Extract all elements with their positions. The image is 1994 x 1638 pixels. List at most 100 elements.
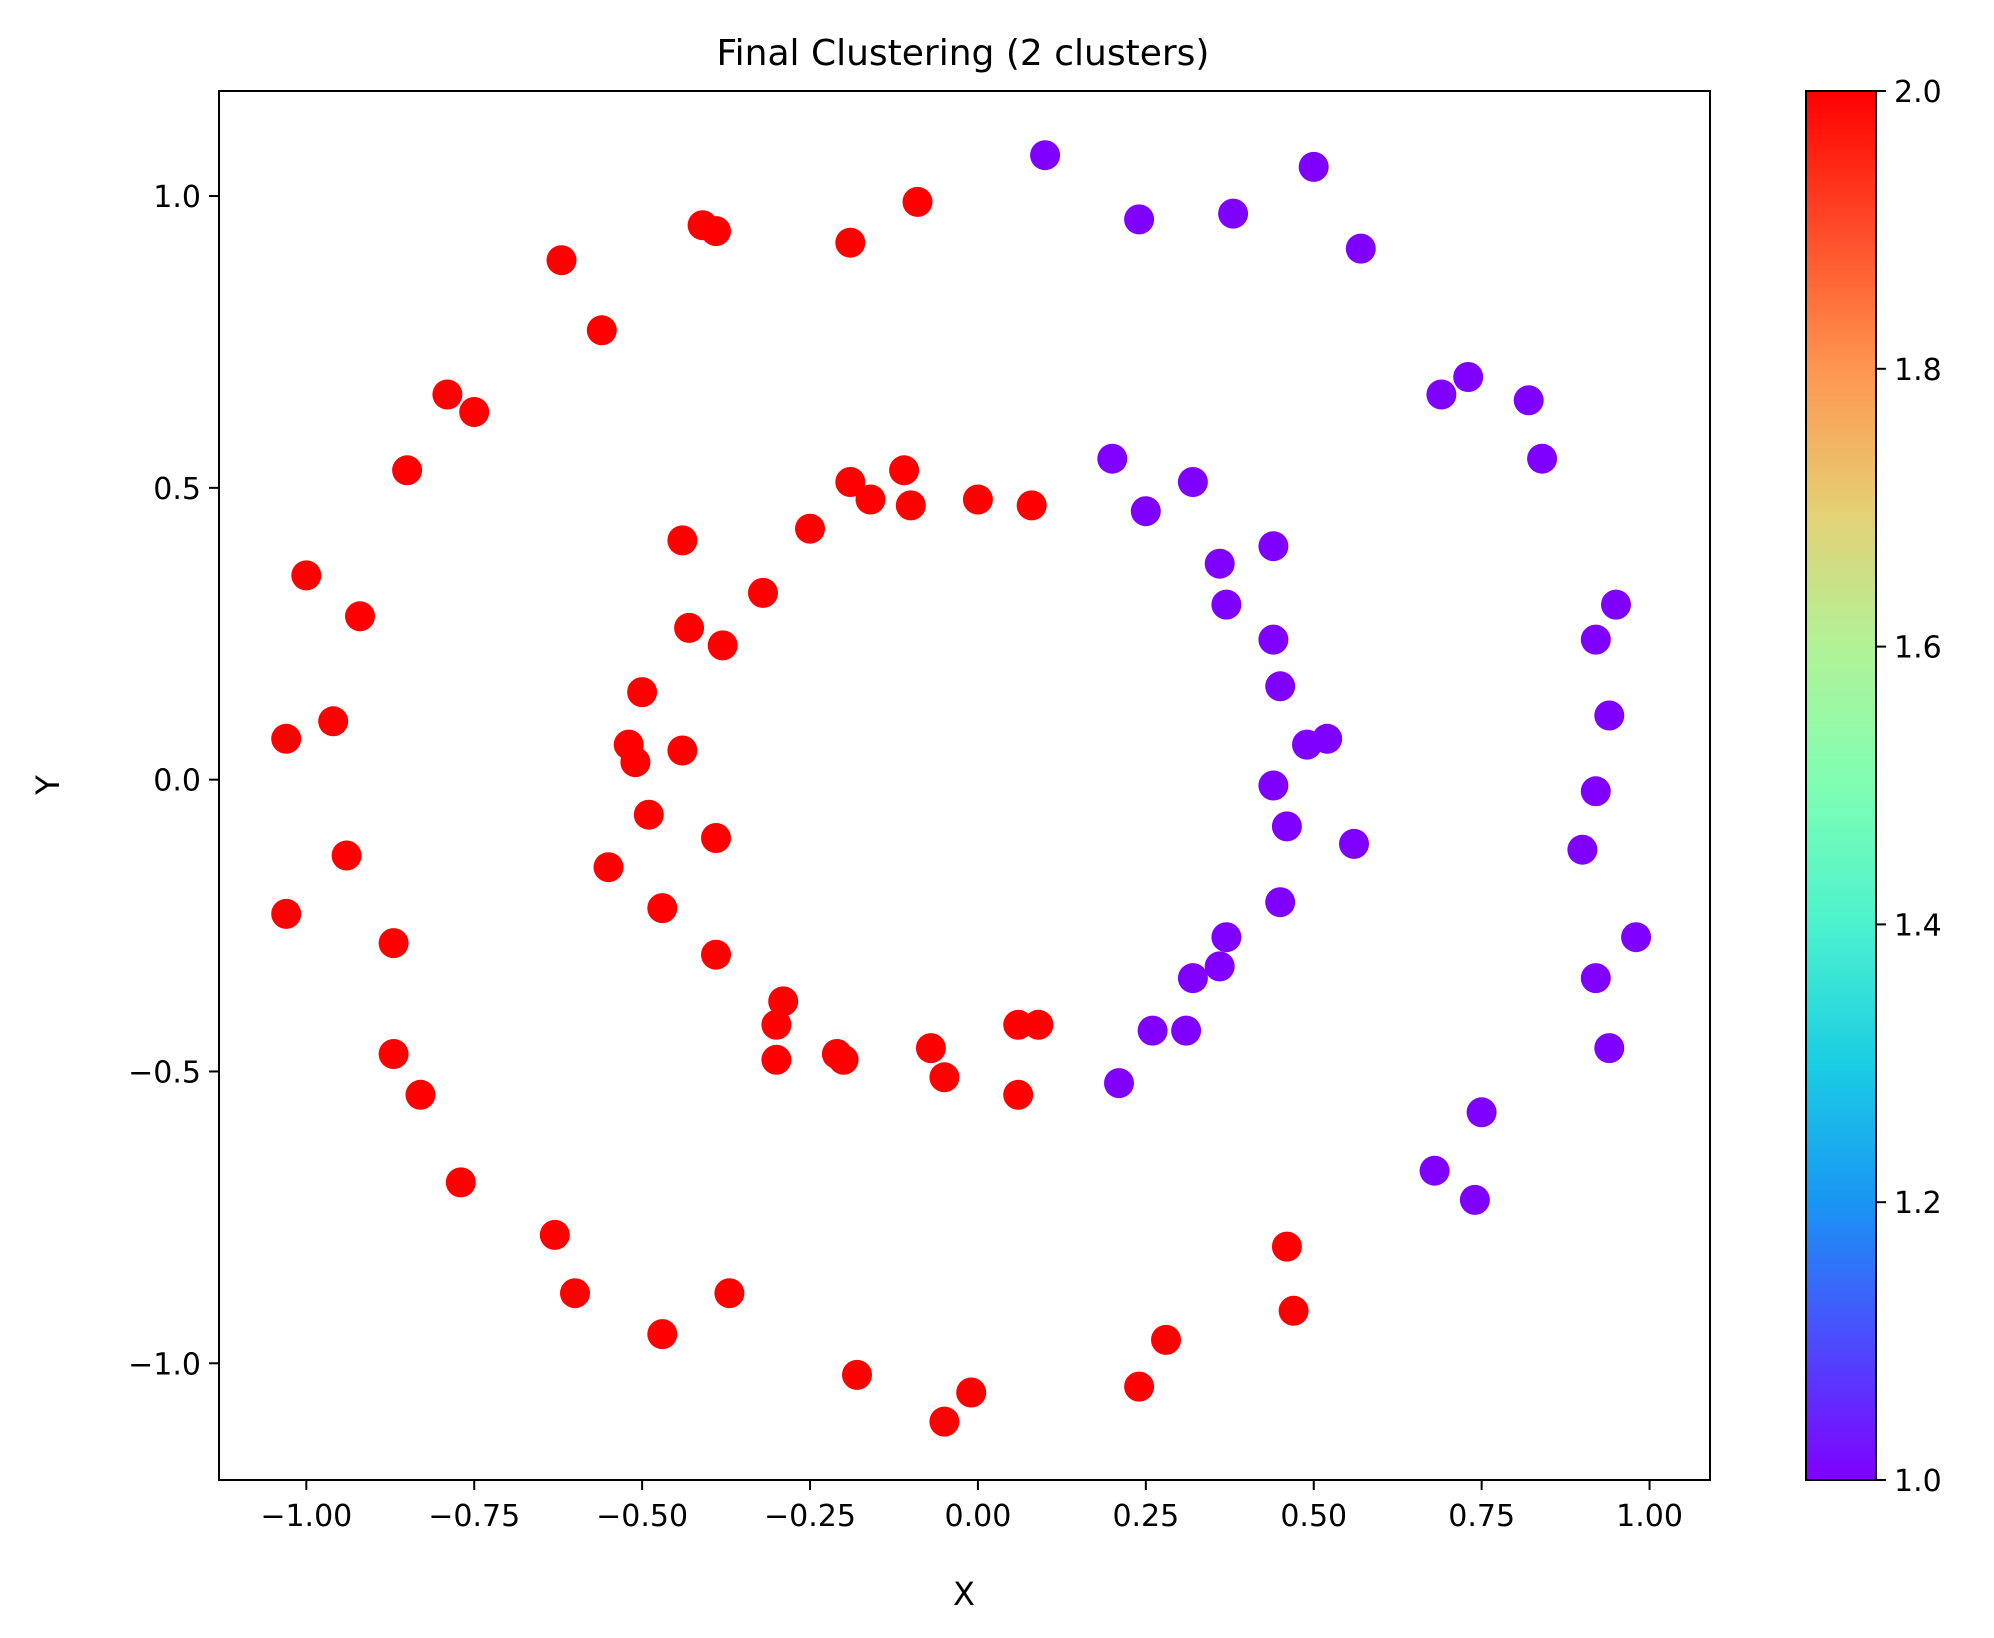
- data-point-cluster-1: [1271, 811, 1302, 842]
- data-point-cluster-2: [1016, 490, 1047, 521]
- x-tick-label: −0.50: [596, 1499, 688, 1534]
- x-axis: −1.00 −0.75 −0.50 −0.25 0.00 0.25 0.50 0.75 1.00: [260, 1480, 1683, 1534]
- data-point-cluster-2: [1124, 1371, 1155, 1402]
- data-point-cluster-2: [667, 735, 698, 766]
- colorbar-tick-label: 1.2: [1894, 1186, 1942, 1221]
- y-tick-label: 0.5: [153, 472, 201, 507]
- plot-frame: [218, 90, 1711, 1481]
- data-point-cluster-2: [902, 186, 933, 217]
- data-point-cluster-2: [828, 1044, 859, 1075]
- data-point-cluster-2: [895, 490, 926, 521]
- data-point-cluster-1: [1580, 963, 1611, 994]
- data-point-cluster-2: [761, 1044, 792, 1075]
- data-point-cluster-2: [392, 455, 423, 486]
- data-point-cluster-1: [1567, 834, 1598, 865]
- data-point-cluster-1: [1171, 1015, 1202, 1046]
- colorbar-tick-label: 1.8: [1894, 353, 1942, 388]
- data-point-cluster-2: [432, 379, 463, 410]
- data-point-cluster-2: [378, 1039, 409, 1069]
- data-point-cluster-2: [748, 577, 778, 608]
- data-point-cluster-1: [1459, 1184, 1490, 1215]
- data-point-cluster-1: [1601, 589, 1631, 620]
- x-tick-label: 0.75: [1448, 1499, 1515, 1534]
- data-point-cluster-1: [1345, 233, 1376, 264]
- data-point-cluster-2: [687, 210, 718, 241]
- colorbar-tick-label: 1.4: [1894, 908, 1942, 943]
- colorbar-tick-label: 1.0: [1894, 1464, 1942, 1499]
- data-point-cluster-1: [1580, 624, 1611, 655]
- data-point-cluster-1: [1137, 1015, 1168, 1046]
- data-point-cluster-2: [459, 397, 490, 427]
- y-tick-label: 0.0: [153, 764, 201, 799]
- data-point-cluster-2: [539, 1219, 570, 1250]
- data-point-cluster-2: [674, 612, 705, 643]
- data-point-cluster-1: [1130, 496, 1161, 527]
- data-point-cluster-2: [647, 1319, 678, 1350]
- data-point-cluster-2: [620, 747, 651, 778]
- x-tick-label: 0.50: [1280, 1499, 1347, 1534]
- data-point-cluster-1: [1097, 443, 1128, 474]
- colorbar-tick-label: 1.6: [1894, 631, 1942, 666]
- data-point-cluster-1: [1419, 1155, 1450, 1186]
- data-point-cluster-1: [1339, 828, 1369, 859]
- data-point-cluster-2: [768, 986, 799, 1017]
- data-point-cluster-1: [1265, 887, 1296, 918]
- data-point-cluster-1: [1594, 1033, 1625, 1064]
- y-tick-label: −1.0: [128, 1347, 201, 1382]
- data-point-cluster-1: [1177, 467, 1208, 497]
- data-point-cluster-2: [667, 525, 698, 556]
- data-point-cluster-2: [929, 1062, 960, 1093]
- data-point-cluster-2: [889, 455, 920, 486]
- colorbar-axis: 1.0 1.2 1.4 1.6 1.8 2.0: [1876, 75, 1942, 1499]
- x-tick-label: 1.00: [1616, 1499, 1683, 1534]
- data-point-cluster-2: [714, 1278, 745, 1309]
- data-point-cluster-2: [405, 1079, 436, 1110]
- y-axis: −1.0 −0.5 0.0 0.5 1.0: [128, 180, 219, 1382]
- data-point-cluster-1: [1104, 1068, 1134, 1099]
- data-point-cluster-1: [1124, 204, 1155, 235]
- data-point-cluster-2: [627, 677, 658, 708]
- data-point-cluster-2: [855, 484, 886, 515]
- data-point-cluster-2: [378, 928, 409, 959]
- data-point-cluster-2: [956, 1377, 987, 1408]
- data-point-cluster-1: [1204, 951, 1235, 982]
- data-point-cluster-2: [1151, 1324, 1181, 1355]
- data-point-cluster-1: [1513, 385, 1544, 416]
- data-point-cluster-2: [271, 898, 302, 929]
- data-point-cluster-1: [1527, 443, 1558, 474]
- data-point-cluster-2: [761, 1009, 792, 1040]
- data-point-cluster-2: [962, 484, 993, 515]
- data-point-cluster-2: [1003, 1079, 1034, 1110]
- data-point-cluster-2: [331, 840, 362, 871]
- data-point-cluster-2: [271, 723, 302, 754]
- data-point-cluster-1: [1030, 140, 1061, 171]
- data-point-cluster-2: [915, 1033, 946, 1064]
- data-point-cluster-2: [795, 513, 825, 544]
- data-point-cluster-1: [1621, 922, 1652, 953]
- y-tick-label: −0.5: [128, 1055, 201, 1090]
- x-tick-label: 0.25: [1112, 1499, 1179, 1534]
- data-point-cluster-2: [445, 1167, 476, 1198]
- data-point-cluster-1: [1204, 548, 1235, 579]
- data-point-cluster-1: [1594, 700, 1625, 731]
- plot-points: [271, 140, 1652, 1437]
- data-point-cluster-2: [835, 467, 866, 497]
- data-point-cluster-1: [1258, 624, 1289, 655]
- data-point-cluster-2: [345, 601, 375, 632]
- data-point-cluster-1: [1580, 776, 1611, 807]
- data-point-cluster-2: [929, 1406, 960, 1437]
- data-point-cluster-2: [707, 630, 738, 661]
- data-point-cluster-1: [1453, 362, 1484, 392]
- x-tick-label: −1.00: [260, 1499, 352, 1534]
- colorbar: [1805, 90, 1877, 1481]
- data-point-cluster-1: [1258, 531, 1289, 562]
- y-axis-label: Y: [29, 775, 67, 796]
- data-point-cluster-2: [546, 245, 577, 276]
- data-point-cluster-2: [318, 706, 349, 737]
- data-point-cluster-1: [1298, 151, 1329, 182]
- data-point-cluster-2: [647, 893, 678, 924]
- x-tick-label: −0.75: [428, 1499, 520, 1534]
- data-point-cluster-2: [560, 1278, 590, 1309]
- data-point-cluster-1: [1426, 379, 1457, 410]
